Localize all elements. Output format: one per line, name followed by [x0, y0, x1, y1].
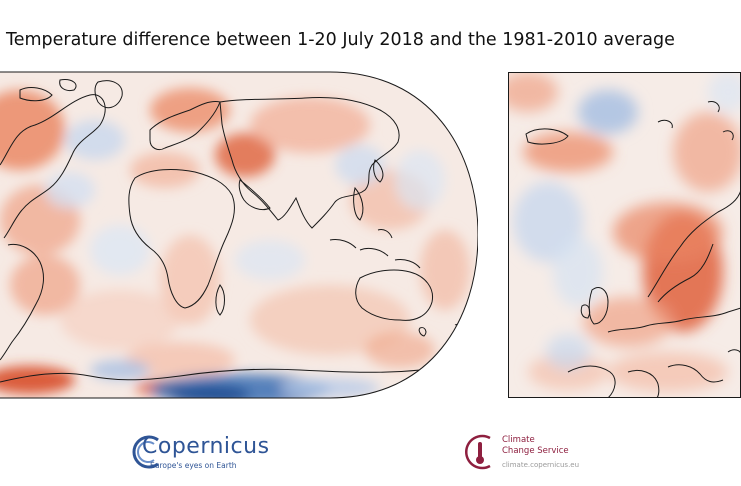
c3s-logo: Climate Change Service climate.copernicu…: [462, 430, 602, 474]
figure-title: Temperature difference between 1-20 July…: [6, 30, 675, 50]
copernicus-logo: Copernicus Europe's eyes on Earth: [128, 430, 269, 474]
copernicus-c-icon: [132, 435, 159, 469]
world-temperature-anomaly-map: [0, 71, 478, 399]
europe-temperature-anomaly-map: [508, 72, 741, 398]
europe-coastlines: [525, 101, 741, 398]
world-map-frame: [0, 71, 478, 399]
europe-anomaly-field: [508, 72, 741, 398]
c3s-name-line2: Change Service: [502, 446, 569, 456]
copernicus-tagline: Europe's eyes on Earth: [150, 461, 237, 470]
c3s-thermometer-icon: [465, 434, 491, 470]
c3s-url: climate.copernicus.eu: [502, 461, 580, 469]
world-anomaly-field: [0, 72, 478, 398]
c3s-name-line1: Climate: [502, 435, 535, 445]
copernicus-wordmark: Copernicus: [142, 434, 270, 459]
